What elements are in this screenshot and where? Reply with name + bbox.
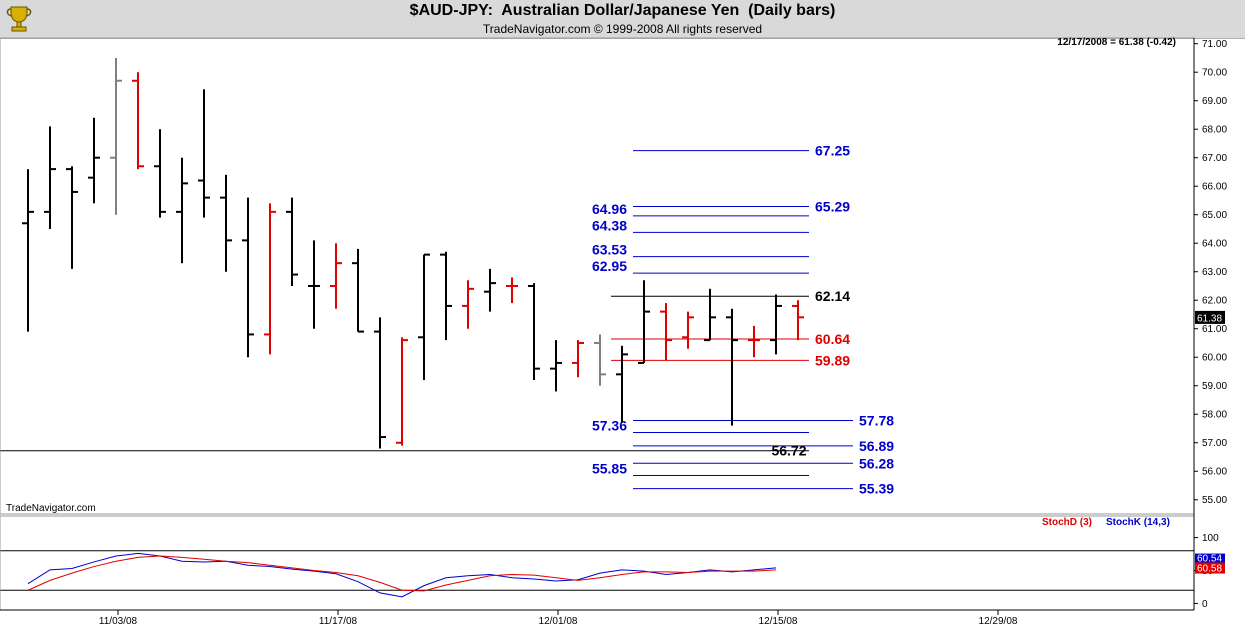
price-tick-label: 62.00: [1202, 296, 1227, 307]
chart-subtitle: TradeNavigator.com © 1999-2008 All right…: [482, 22, 763, 36]
date-tick-label: 12/15/08: [759, 616, 798, 627]
ohlc-bar: [770, 294, 782, 355]
stoch-tick-label: 0: [1202, 599, 1208, 610]
ohlc-bar: [176, 157, 188, 264]
ohlc-bar: [594, 334, 606, 386]
price-tick-label: 55.00: [1202, 495, 1227, 506]
ohlc-bar: [572, 340, 584, 378]
price-frame: [0, 37, 1195, 515]
ohlc-bar: [330, 243, 342, 309]
price-tick-label: 64.00: [1202, 239, 1227, 250]
level-label-55.39: 55.39: [859, 481, 894, 497]
price-tick-label: 60.00: [1202, 353, 1227, 364]
ohlc-bar: [682, 311, 694, 349]
ohlc-bar: [726, 308, 738, 426]
stoch-d-line: [27, 555, 777, 592]
ohlc-bar: [748, 325, 760, 358]
trophy-icon: [6, 6, 32, 32]
level-label-57.78: 57.78: [859, 413, 894, 429]
price-tick-label: 63.00: [1202, 267, 1227, 278]
price-tick-label: 69.00: [1202, 96, 1227, 107]
stoch-k-tag-bg: [1195, 553, 1225, 563]
legend-stochk: StochK (14,3): [1106, 517, 1170, 528]
last-price-tag-bg: [1195, 310, 1225, 324]
ohlc-bar: [66, 166, 78, 269]
last-price-tag: 61.38: [1197, 313, 1222, 324]
ohlc-bar: [88, 117, 100, 204]
ohlc-bar: [792, 300, 804, 341]
ohlc-bar: [638, 280, 650, 364]
ohlc-bar: [22, 169, 34, 332]
date-tick-label: 12/29/08: [979, 616, 1018, 627]
ohlc-bar: [308, 240, 320, 329]
ohlc-bar: [352, 248, 364, 333]
price-tick-label: 61.00: [1202, 324, 1227, 335]
stochastic-panel: StochD (3) StochK (14,3): [0, 517, 1194, 598]
chart-title: $AUD-JPY: Australian Dollar/Japanese Yen…: [409, 2, 836, 19]
stoch-k-tag: 60.54: [1197, 554, 1222, 565]
ohlc-bar: [110, 57, 122, 215]
watermark-text: TradeNavigator.com: [6, 503, 96, 514]
ohlc-bar: [484, 268, 496, 312]
price-tick-label: 66.00: [1202, 182, 1227, 193]
price-tick-label: 65.00: [1202, 210, 1227, 221]
level-label-63.53: 63.53: [592, 242, 627, 258]
chart-header: $AUD-JPY: Australian Dollar/Japanese Yen…: [0, 0, 1245, 39]
level-label-67.25: 67.25: [815, 143, 850, 159]
ohlc-bar: [440, 251, 452, 341]
stoch-d-tag: 60.58: [1197, 564, 1222, 575]
level-label-62.14: 62.14: [815, 288, 850, 304]
axes-layer: 71.00 70.00 69.00 68.00 67.00 66.00 65.00 64.00…: [0, 37, 1227, 627]
price-tick-label: 58.00: [1202, 410, 1227, 421]
stoch-d-tag-bg: [1195, 562, 1225, 574]
level-label-56.72: 56.72: [771, 443, 806, 459]
price-readout: 12/17/2008 = 61.38 (-0.42): [1057, 37, 1176, 48]
level-label-55.85: 55.85: [592, 461, 627, 477]
price-tick-label: 71.00: [1202, 39, 1227, 50]
ohlc-bar: [154, 129, 166, 218]
price-tick-label: 56.00: [1202, 467, 1227, 478]
ohlc-bar: [44, 126, 56, 229]
ohlc-bar: [616, 345, 628, 423]
stoch-tick-label: 100: [1202, 533, 1219, 544]
stoch-frame: [0, 515, 1195, 611]
ohlc-bar: [286, 197, 298, 286]
price-tick-label: 59.00: [1202, 381, 1227, 392]
price-tick-label: 67.00: [1202, 153, 1227, 164]
ohlc-bar: [462, 280, 474, 329]
level-label-62.95: 62.95: [592, 258, 627, 274]
ohlc-bar: [506, 277, 518, 304]
price-tick-label: 57.00: [1202, 438, 1227, 449]
price-tick-label: 70.00: [1202, 68, 1227, 79]
ohlc-bar: [220, 174, 232, 272]
level-label-56.89: 56.89: [859, 438, 894, 454]
level-label-64.96: 64.96: [592, 201, 627, 217]
ohlc-bar: [242, 197, 254, 358]
ohlc-bar: [550, 340, 562, 392]
legend-stochd: StochD (3): [1042, 517, 1092, 528]
ohlc-bar: [198, 89, 210, 218]
ohlc-bar: [704, 288, 716, 342]
date-tick-label: 12/01/08: [539, 616, 578, 627]
price-tick-label: 68.00: [1202, 125, 1227, 136]
level-label-65.29: 65.29: [815, 198, 850, 214]
ohlc-bar: [264, 203, 276, 355]
level-label-59.89: 59.89: [815, 352, 850, 368]
level-label-57.36: 57.36: [592, 417, 627, 433]
date-tick-label: 11/17/08: [319, 616, 358, 627]
ohlc-bar: [418, 253, 430, 381]
ohlc-bar: [528, 283, 540, 381]
level-label-64.38: 64.38: [592, 217, 627, 233]
date-tick-label: 11/03/08: [99, 616, 138, 627]
level-label-60.64: 60.64: [815, 331, 850, 347]
level-label-56.28: 56.28: [859, 455, 894, 471]
ohlc-bar: [396, 337, 408, 446]
ohlc-bar: [374, 317, 386, 449]
ohlc-bar: [132, 72, 144, 170]
ohlc-bar: [660, 303, 672, 361]
